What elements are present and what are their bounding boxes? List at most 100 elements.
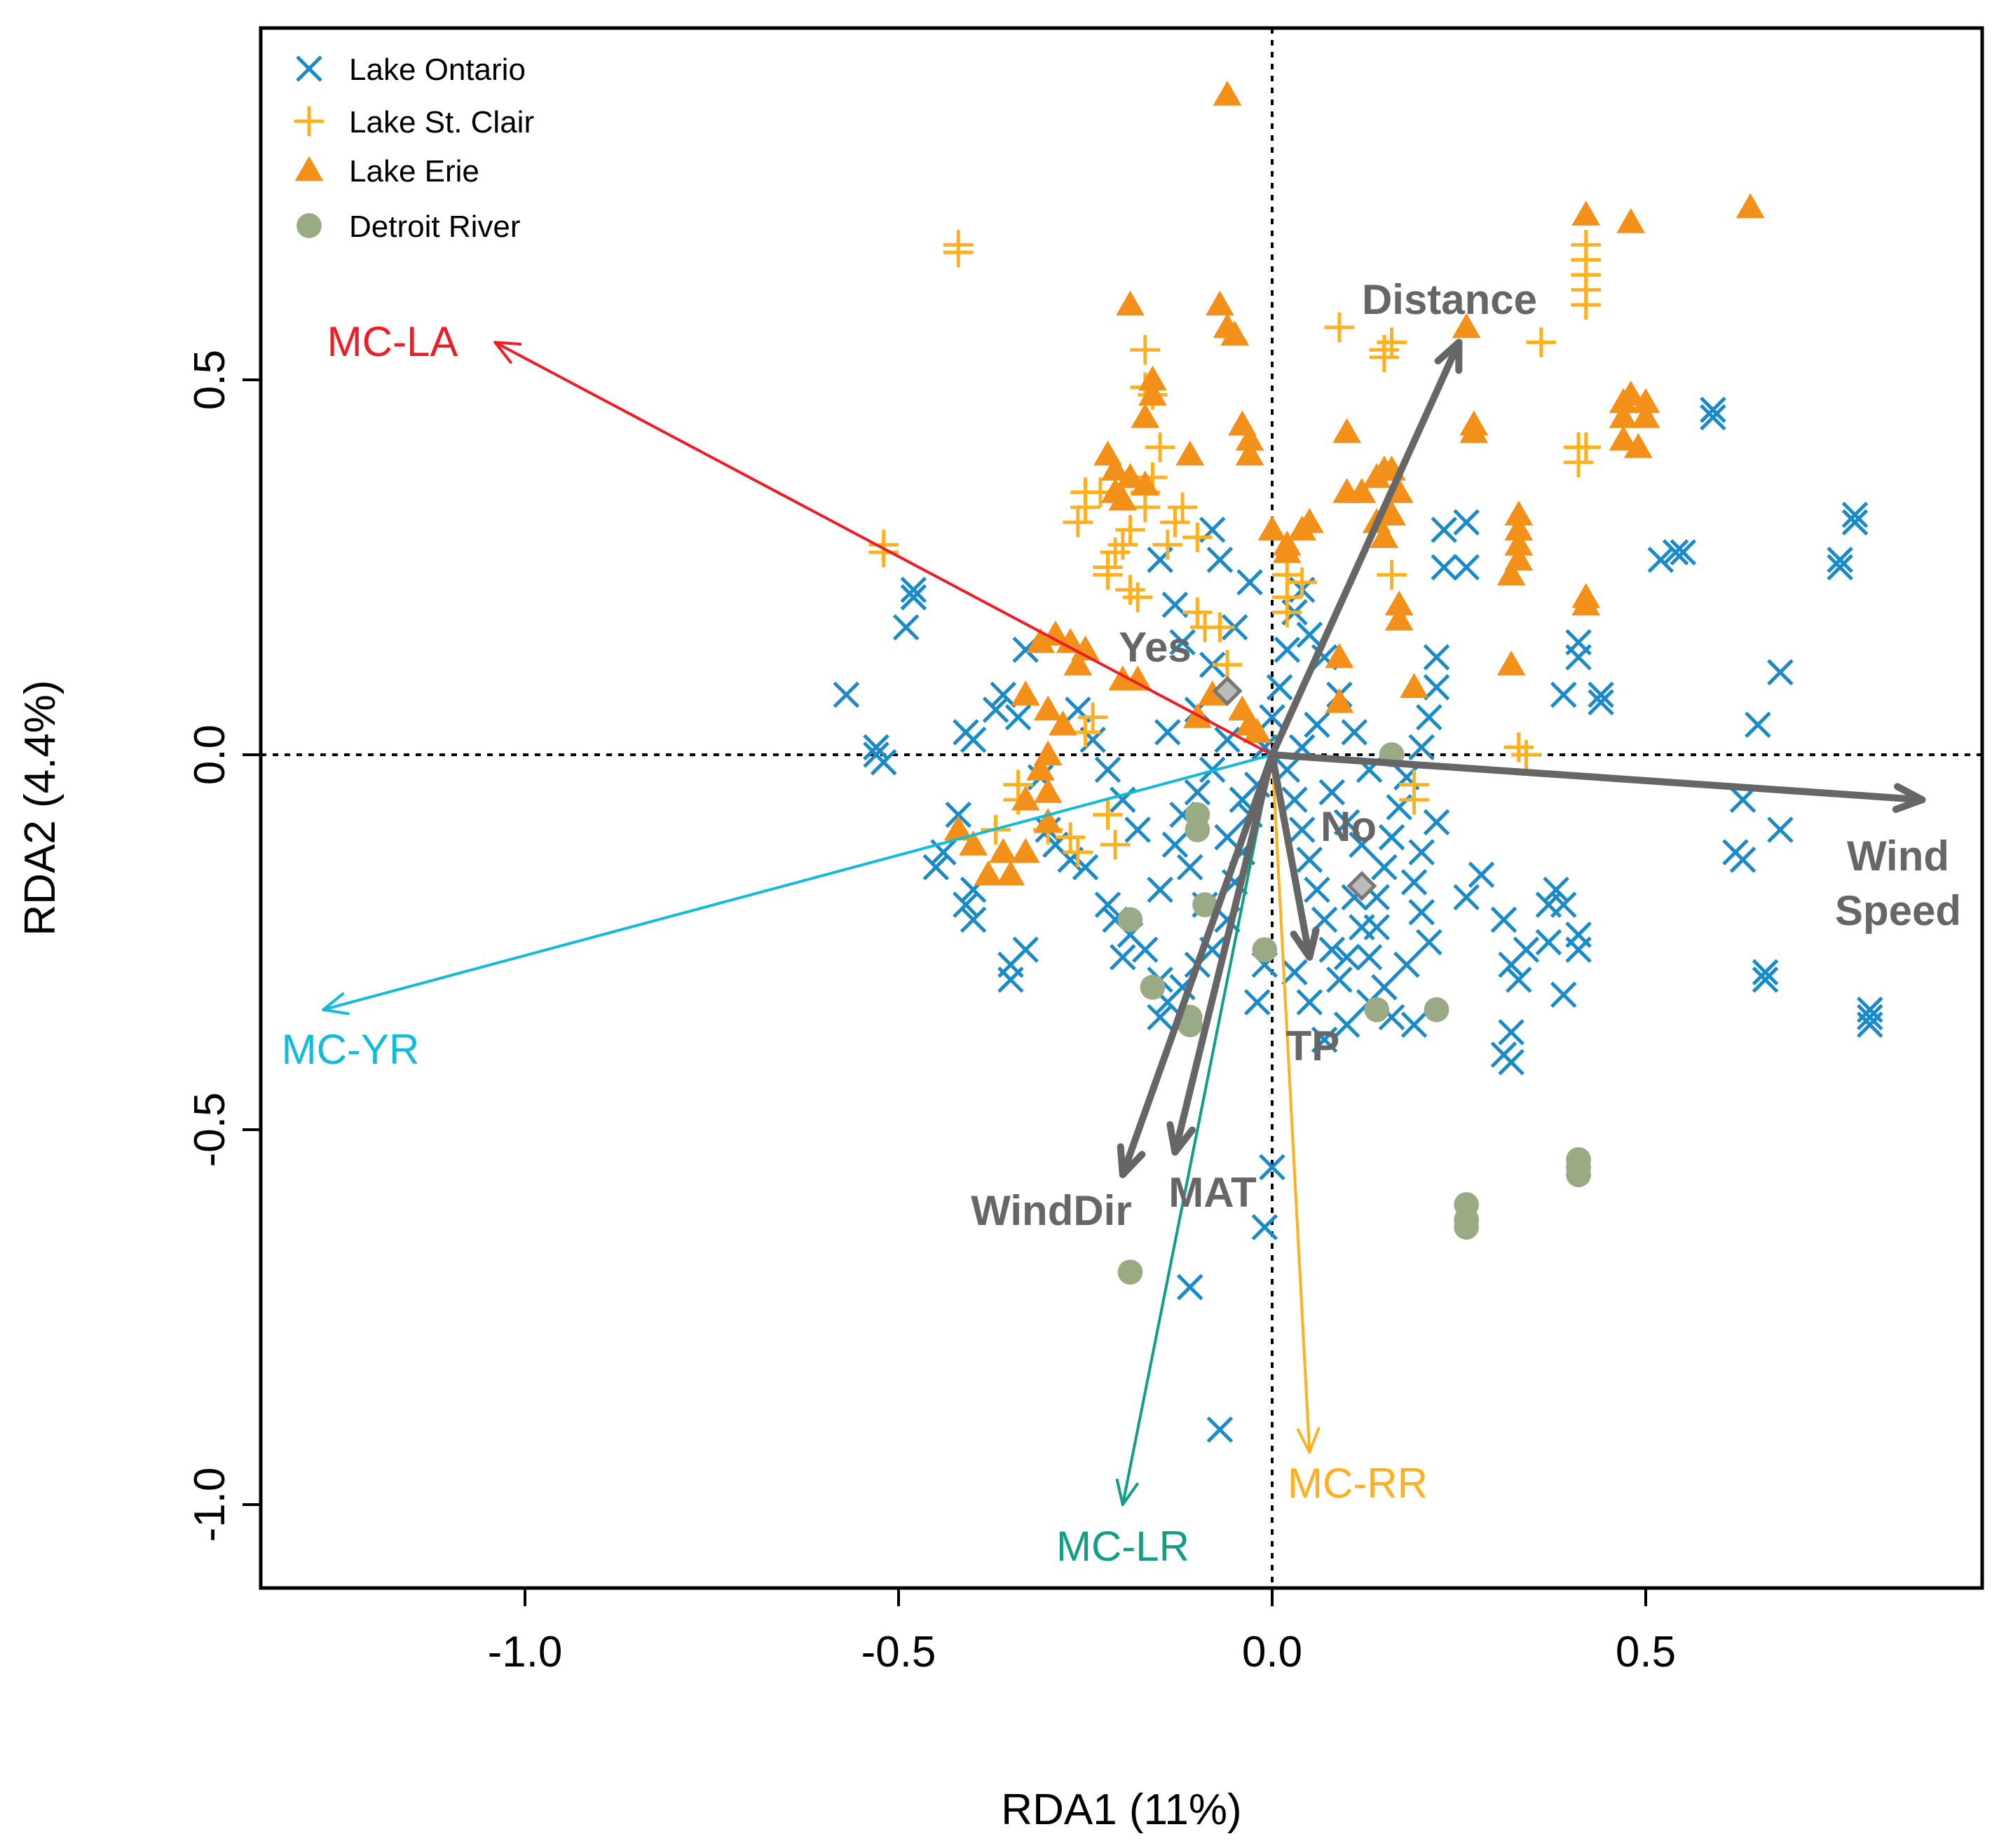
data-point bbox=[922, 854, 950, 881]
data-point bbox=[1670, 539, 1697, 566]
data-point bbox=[1416, 929, 1442, 956]
data-point bbox=[1033, 778, 1063, 803]
data-point bbox=[1026, 628, 1055, 653]
data-point bbox=[1550, 981, 1577, 1008]
data-points bbox=[833, 81, 1883, 1443]
data-point bbox=[1304, 711, 1330, 738]
data-point bbox=[1377, 327, 1407, 357]
data-point bbox=[960, 726, 987, 753]
data-point bbox=[1131, 403, 1160, 428]
data-point bbox=[1259, 704, 1285, 731]
data-point bbox=[1213, 81, 1242, 106]
data-point bbox=[1363, 914, 1391, 940]
x-tick-label: -1.0 bbox=[488, 1628, 563, 1676]
response-label: MC-YR bbox=[282, 1026, 420, 1073]
data-point bbox=[1070, 717, 1100, 748]
data-point bbox=[1055, 822, 1086, 852]
data-point bbox=[1369, 334, 1400, 365]
data-point bbox=[1184, 779, 1211, 806]
legend-entry: Lake Ontario bbox=[296, 53, 526, 87]
data-point bbox=[1221, 614, 1248, 641]
data-point bbox=[1318, 779, 1346, 806]
explanatory-vector-tp: TP bbox=[1269, 751, 1340, 1069]
data-point bbox=[1400, 1011, 1428, 1038]
data-point bbox=[1122, 582, 1153, 612]
data-point bbox=[1341, 719, 1368, 746]
data-point bbox=[1504, 515, 1534, 541]
data-point bbox=[1107, 530, 1138, 560]
x-tick-label: 0.0 bbox=[1242, 1628, 1302, 1676]
legend-entry: Lake Erie bbox=[294, 154, 479, 189]
data-point bbox=[1243, 718, 1272, 744]
explanatory-label: MAT bbox=[1168, 1169, 1257, 1216]
data-point bbox=[1220, 320, 1250, 346]
data-point bbox=[1214, 726, 1241, 753]
data-point bbox=[1496, 650, 1526, 676]
data-point bbox=[1252, 937, 1278, 963]
data-point bbox=[1384, 605, 1414, 631]
series-lake-erie bbox=[943, 81, 1765, 886]
explanatory-label: TP bbox=[1286, 1022, 1340, 1069]
data-point bbox=[1400, 673, 1428, 698]
data-point bbox=[1287, 567, 1317, 598]
data-point bbox=[1033, 695, 1063, 721]
data-point bbox=[1311, 1026, 1338, 1053]
data-point bbox=[1033, 807, 1063, 833]
data-point bbox=[1513, 936, 1540, 963]
factor-label: Yes bbox=[1119, 624, 1191, 671]
response-label: MC-LA bbox=[327, 318, 458, 365]
data-point bbox=[1333, 944, 1360, 971]
data-point bbox=[1175, 440, 1205, 466]
data-point bbox=[1752, 966, 1779, 993]
data-point bbox=[1506, 966, 1532, 993]
data-point bbox=[1004, 704, 1032, 731]
data-point bbox=[1453, 509, 1480, 536]
y-tick-label: -0.5 bbox=[186, 1093, 234, 1168]
response-vector-mc-la: MC-LA bbox=[327, 318, 1274, 756]
data-point bbox=[1140, 974, 1166, 1000]
data-point bbox=[1077, 702, 1108, 732]
data-point bbox=[1384, 590, 1414, 616]
data-point bbox=[1185, 817, 1210, 842]
legend-entry: Lake St. Clair bbox=[294, 105, 534, 139]
data-point bbox=[1631, 388, 1660, 413]
data-point bbox=[1400, 869, 1428, 896]
data-point bbox=[1116, 290, 1145, 316]
data-point bbox=[1332, 418, 1361, 444]
data-point bbox=[1371, 854, 1398, 881]
explanatory-vector-distance: Distance bbox=[1269, 276, 1537, 758]
data-point bbox=[1124, 816, 1151, 843]
data-point bbox=[1011, 785, 1040, 811]
data-point bbox=[1767, 659, 1794, 686]
biplot-vectors: MC-LA MC-YR MC-LR MC-RR Distance Wind Speed TP M… bbox=[282, 276, 1961, 1570]
data-point bbox=[1857, 1011, 1883, 1038]
x-axis-title: RDA1 (11%) bbox=[1001, 1786, 1241, 1834]
legend-marker bbox=[294, 106, 325, 137]
data-point bbox=[1011, 837, 1040, 863]
data-point bbox=[1325, 643, 1354, 669]
data-point bbox=[1304, 876, 1330, 903]
factor-label: No bbox=[1321, 803, 1377, 850]
data-point bbox=[1243, 989, 1271, 1015]
factor-centroid-no: No bbox=[1321, 803, 1377, 901]
data-point bbox=[1623, 432, 1653, 458]
data-point bbox=[1041, 620, 1070, 646]
legend-label: Lake Erie bbox=[349, 154, 479, 189]
data-point bbox=[1100, 456, 1130, 481]
data-point bbox=[1206, 1416, 1234, 1443]
data-point bbox=[1504, 500, 1534, 526]
plot-frame bbox=[259, 26, 1984, 1590]
data-point bbox=[1535, 929, 1562, 956]
data-point bbox=[1498, 1048, 1524, 1076]
data-point bbox=[1504, 531, 1534, 556]
data-point bbox=[988, 837, 1018, 863]
data-point bbox=[1288, 816, 1316, 843]
data-point bbox=[1490, 906, 1517, 933]
data-point bbox=[900, 584, 927, 611]
data-point bbox=[1152, 530, 1183, 560]
data-point bbox=[1408, 734, 1435, 761]
data-point bbox=[1235, 425, 1264, 451]
reference-lines bbox=[261, 28, 1982, 1588]
data-point bbox=[1281, 786, 1308, 813]
